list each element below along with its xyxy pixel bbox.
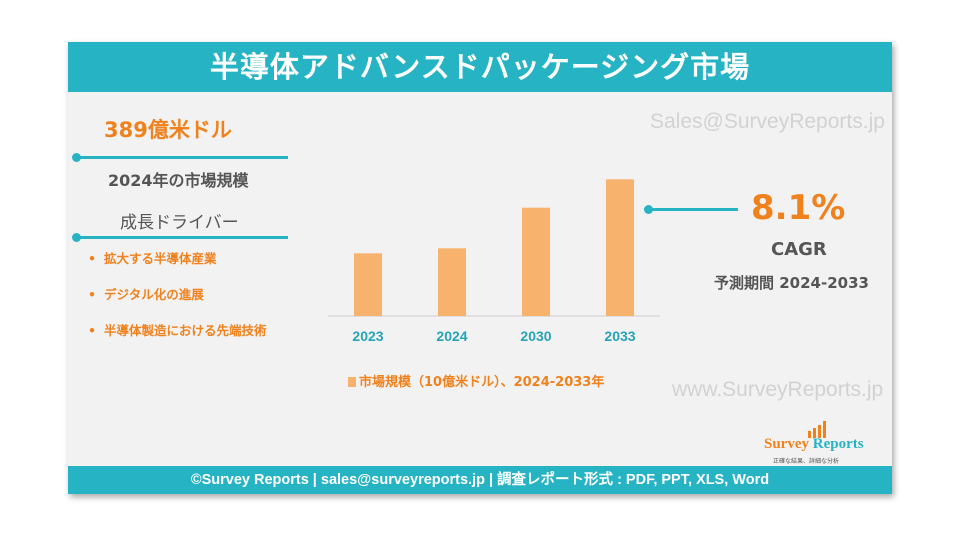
bar-2024 [438,248,466,316]
list-item: • 拡大する半導体産業 [88,250,267,286]
list-item: • 半導体製造における先端技術 [88,322,267,358]
bar-chart: 2023 2024 2030 2033 [328,179,660,344]
bar-2023 [354,253,382,316]
legend-swatch [348,377,356,387]
footer: ©Survey Reports | sales@surveyreports.jp… [68,466,892,494]
watermark-site: www.SurveyReports.jp [672,378,884,401]
list-item: • デジタル化の進展 [88,286,267,322]
page-title: 半導体アドバンスドパッケージング市場 [68,42,892,92]
connector-line [648,208,738,211]
logo-bars-icon [808,421,826,438]
logo-name-part1: Survey [764,436,809,452]
watermark-email: Sales@SurveyReports.jp [650,110,885,133]
driver-label: デジタル化の進展 [104,287,204,302]
x-tick-label: 2024 [436,328,467,344]
logo-name-part2: Reports [812,436,864,452]
x-tick-label: 2033 [604,328,635,344]
forecast-period: 予測期間 2024-2033 [714,274,869,292]
chart-legend: 市場規模（10億米ドル）、2024-2033年 [348,371,604,390]
connector-line [76,236,288,239]
logo: Survey Reports [764,436,864,453]
x-tick-label: 2023 [352,328,383,344]
bullet-icon: • [88,251,96,266]
drivers-title: 成長ドライバー [120,213,239,233]
bar-2030 [522,207,550,316]
bullet-icon: • [88,287,96,302]
logo-tagline: 正確な結果、詳細な分析 [773,458,840,465]
market-size-label: 2024年の市場規模 [108,171,249,190]
cagr-value: 8.1% [751,188,846,228]
drivers-list: • 拡大する半導体産業 • デジタル化の進展 • 半導体製造における先端技術 [88,250,267,358]
bullet-icon: • [88,323,96,338]
market-value: 389億米ドル [104,118,232,142]
bar-2033 [606,179,634,316]
driver-label: 拡大する半導体産業 [104,251,217,266]
driver-label: 半導体製造における先端技術 [104,323,267,338]
legend-label: 市場規模（10億米ドル）、2024-2033年 [359,375,605,390]
x-tick-label: 2030 [520,328,551,344]
connector-line [76,156,288,159]
infographic-card: 半導体アドバンスドパッケージング市場 Sales@SurveyReports.j… [68,42,892,494]
cagr-label: CAGR [771,239,827,260]
